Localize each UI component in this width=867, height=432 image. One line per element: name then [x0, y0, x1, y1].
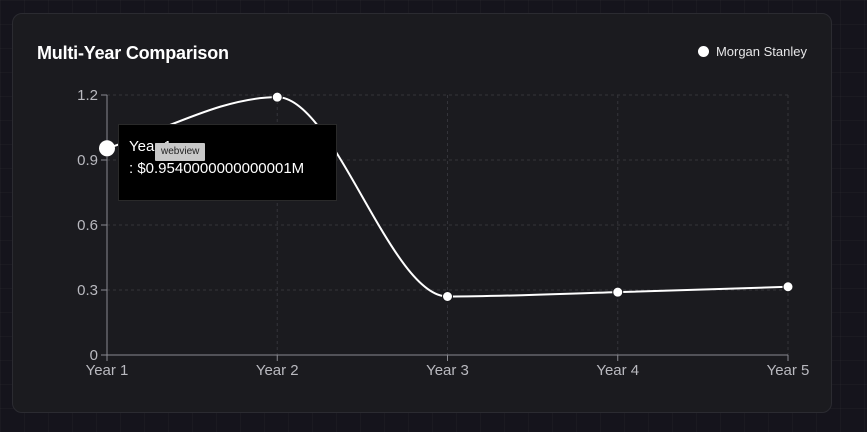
data-point[interactable]	[442, 291, 453, 302]
y-tick-label: 0.9	[77, 152, 98, 169]
legend-swatch-morgan-stanley	[697, 46, 709, 57]
axes	[101, 94, 789, 361]
tooltip-value: : $0.9540000000000001M	[129, 160, 305, 177]
series-morgan-stanley	[106, 96, 789, 298]
data-point[interactable]	[782, 281, 794, 293]
data-point[interactable]	[271, 91, 283, 103]
y-tick-label: 0.3	[77, 282, 98, 299]
series-line	[106, 96, 789, 298]
chart-title: Multi-Year Comparison	[37, 43, 229, 63]
x-tick-label: Year 2	[256, 362, 299, 379]
webview-badge: webview	[155, 143, 206, 161]
data-point[interactable]	[612, 286, 624, 298]
data-points[interactable]	[99, 91, 794, 302]
y-tick-label: 0	[90, 347, 98, 364]
x-tick-label: Year 3	[426, 362, 469, 379]
legend-label-morgan-stanley: Morgan Stanley	[715, 44, 807, 59]
x-tick-label: Year 1	[86, 362, 129, 379]
y-tick-label: 0.6	[77, 217, 98, 234]
x-tick-label: Year 5	[767, 362, 810, 379]
tick-labels: Year 1 Year 2 Year 3 Year 4 Year 5 0 0.3 0.6 0.9…	[77, 87, 809, 379]
x-tick-label: Year 4	[596, 362, 639, 379]
chart-card: Multi-Year Comparison Morgan Stanley	[12, 13, 832, 413]
y-tick-label: 1.2	[77, 87, 98, 104]
legend[interactable]: Morgan Stanley	[697, 44, 807, 59]
tooltip: Year 1 : $0.9540000000000001M	[118, 124, 337, 201]
data-point-active[interactable]	[99, 140, 115, 157]
